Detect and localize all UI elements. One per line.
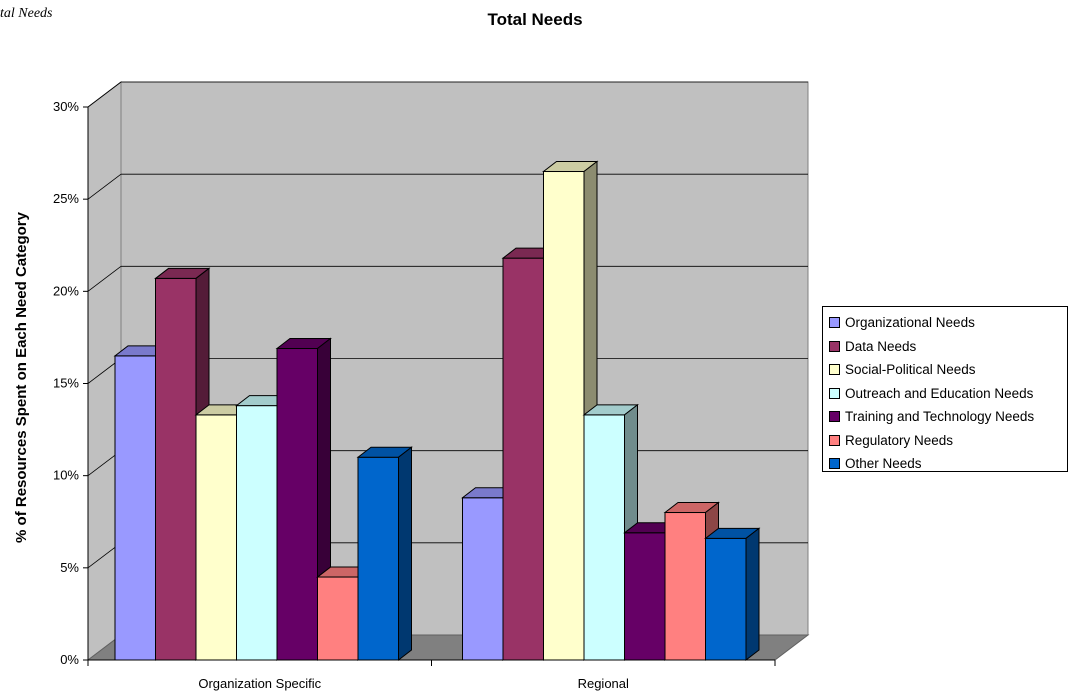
legend-swatch — [829, 434, 840, 446]
legend-label: Outreach and Education Needs — [845, 385, 1034, 401]
bar-front — [195, 414, 237, 661]
bar-front — [357, 456, 399, 661]
legend-label: Social-Political Needs — [845, 362, 976, 378]
bar-front — [462, 497, 504, 661]
y-axis-title: % of Resources Spent on Each Need Catego… — [13, 211, 30, 543]
gridline-side — [87, 173, 122, 200]
gridline-side — [87, 81, 122, 108]
legend-label: Data Needs — [845, 338, 917, 354]
bar-front — [624, 532, 666, 661]
bar-side — [745, 527, 760, 662]
legend-label: Organizational Needs — [845, 315, 975, 331]
chart-legend: Organizational Needs Data Needs Social-Pol… — [822, 306, 1068, 472]
y-tick-label: 25% — [53, 191, 79, 206]
bar-front — [583, 414, 625, 661]
bar-front — [317, 576, 359, 661]
bar — [356, 446, 413, 662]
legend-item: Organizational Needs — [829, 311, 1067, 335]
chart-labels: 0% 5% 10% 15% 20% 25% 30% Organization Specific… — [13, 99, 629, 691]
x-tick-label: Organization Specific — [198, 676, 321, 691]
legend-item: Other Needs — [829, 452, 1067, 476]
y-tick-label: 30% — [53, 99, 79, 114]
bar-side — [398, 446, 412, 662]
bar-front — [664, 512, 706, 661]
legend-item: Training and Technology Needs — [829, 405, 1067, 429]
y-tick-label: 5% — [60, 560, 79, 575]
legend-label: Other Needs — [845, 456, 922, 472]
legend-label: Regulatory Needs — [845, 432, 954, 448]
y-tick-label: 15% — [53, 376, 79, 391]
legend-item: Social-Political Needs — [829, 358, 1067, 382]
bar-front — [543, 171, 585, 661]
gridline-side — [87, 266, 122, 292]
y-tick-label: 10% — [53, 468, 79, 483]
legend-swatch — [829, 458, 840, 470]
legend-swatch — [829, 387, 840, 399]
legend-swatch — [829, 411, 840, 423]
bar-front — [276, 347, 318, 661]
bar-front — [155, 277, 197, 661]
legend-item: Data Needs — [829, 335, 1067, 359]
bar-front — [114, 355, 156, 661]
bar-front — [705, 537, 747, 661]
y-tick-label: 0% — [60, 652, 79, 667]
chart-title: Total Needs — [487, 10, 583, 29]
bar-front — [236, 405, 278, 661]
y-tick-label: 20% — [53, 283, 79, 298]
chart-bars — [113, 160, 761, 662]
page-caption: tal Needs — [0, 6, 53, 21]
legend-item: Outreach and Education Needs — [829, 382, 1067, 406]
legend-swatch — [829, 317, 840, 329]
legend-item: Regulatory Needs — [829, 429, 1067, 453]
legend-swatch — [829, 364, 840, 376]
legend-label: Training and Technology Needs — [845, 409, 1035, 425]
bar — [704, 527, 761, 662]
legend-swatch — [829, 340, 840, 352]
x-tick-label: Regional — [578, 676, 629, 691]
bar-front — [502, 257, 544, 661]
